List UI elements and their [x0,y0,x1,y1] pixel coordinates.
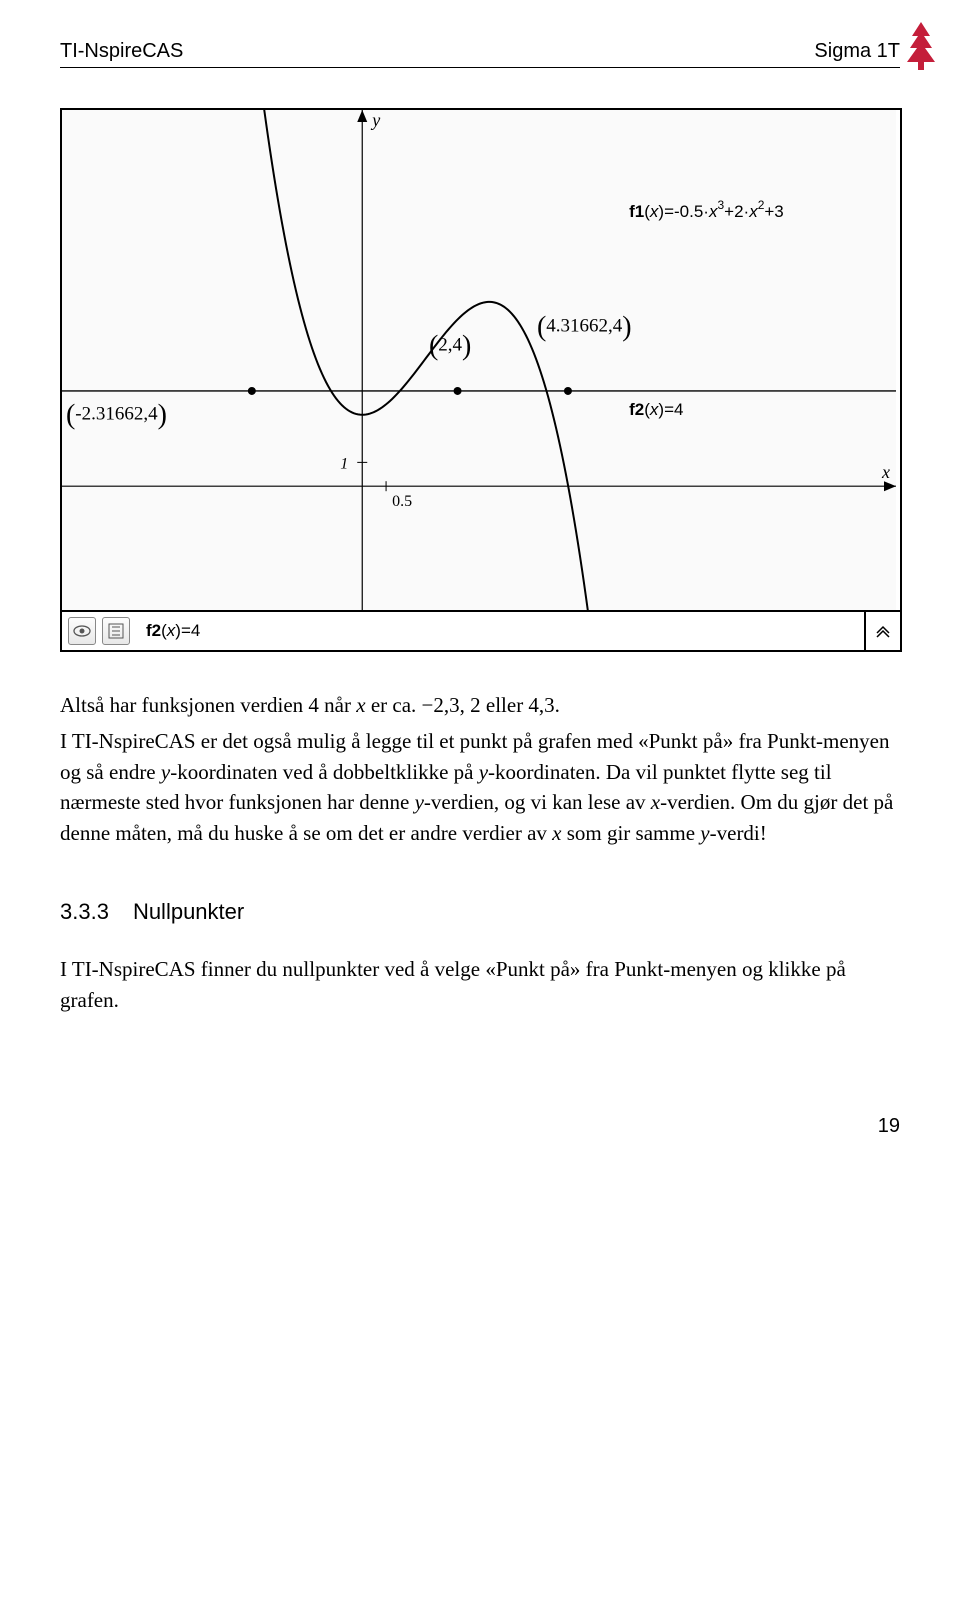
header-divider [60,67,900,68]
eye-icon[interactable] [68,617,96,645]
var-x: x [356,693,365,717]
header-left: TI-NspireCAS [60,40,183,63]
paragraph-2: I TI-NspireCAS er det også mulig å legge… [60,726,900,848]
section-title: Nullpunkter [133,899,244,924]
page-header: TI-NspireCAS Sigma 1T [60,40,900,63]
header-right: Sigma 1T [814,40,900,63]
body-text: Altså har funksjonen verdien 4 når x er … [60,690,900,1015]
paragraph-1: Altså har funksjonen verdien 4 når x er … [60,690,900,720]
status-fn-arg: (x) [161,621,181,640]
status-fn-eq: =4 [181,621,200,640]
calculator-screenshot: xy0.51f1(x)=-0.5·x3+2·x2+3f2(x)=4(-2.316… [60,108,902,652]
page-number: 19 [60,1115,900,1138]
svg-text:x: x [881,462,890,482]
tree-icon [902,20,940,77]
paragraph-3: I TI-NspireCAS finner du nullpunkter ved… [60,954,900,1015]
list-icon[interactable] [102,617,130,645]
chevron-up-icon[interactable] [864,612,900,650]
status-fn-name: f2 [146,621,161,640]
section-number: 3.3.3 [60,896,109,928]
graph-svg: xy0.51f1(x)=-0.5·x3+2·x2+3f2(x)=4(-2.316… [62,110,896,610]
svg-text:1: 1 [340,455,348,472]
status-function-entry[interactable]: f2(x)=4 [146,621,200,641]
svg-text:f2(x)=4: f2(x)=4 [629,400,683,419]
svg-text:0.5: 0.5 [392,493,412,510]
status-bar: f2(x)=4 [62,610,900,650]
graph-area: xy0.51f1(x)=-0.5·x3+2·x2+3f2(x)=4(-2.316… [62,110,896,610]
svg-text:y: y [370,110,380,130]
section-heading: 3.3.3 Nullpunkter [60,896,900,928]
